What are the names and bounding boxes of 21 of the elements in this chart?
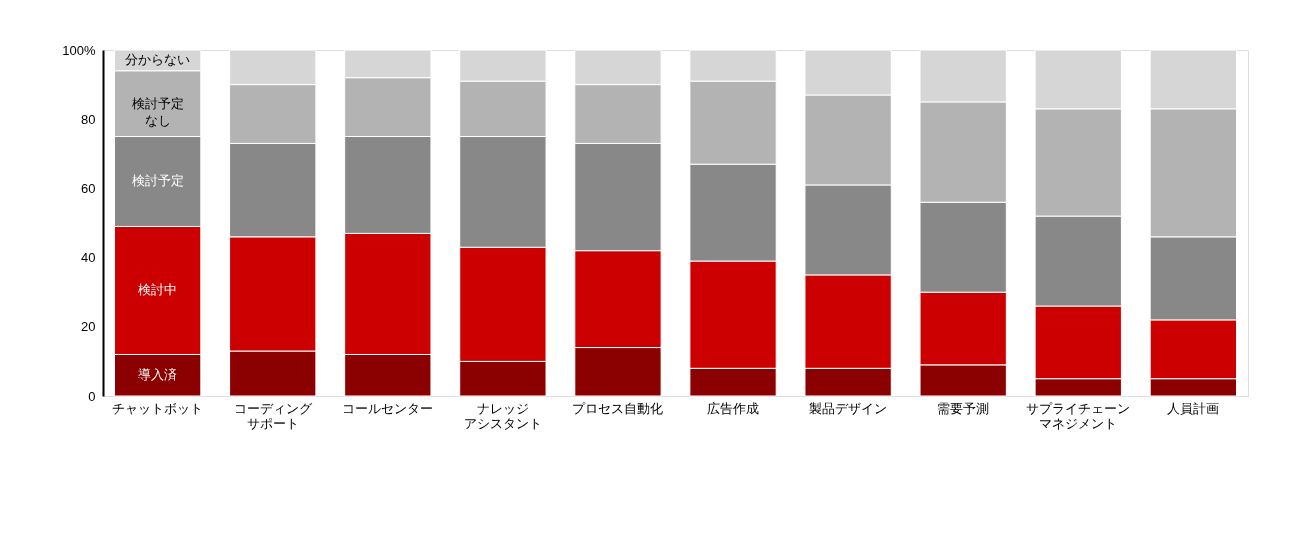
y-tick-label: 20: [81, 319, 96, 335]
x-tick-label: コーディングサポート: [233, 400, 313, 431]
x-tick-label: コールセンター: [342, 400, 434, 416]
x-tick-label: チャットボット: [112, 400, 204, 416]
series-label: 検討予定: [131, 173, 184, 189]
y-tick-label: 80: [81, 111, 96, 127]
y-tick-label: 100%: [62, 42, 96, 58]
x-tick-label: 広告作成: [707, 400, 760, 416]
series-label: 検討中: [138, 282, 178, 298]
x-tick-label: プロセス自動化: [572, 400, 664, 416]
x-tick-label: 人員計画: [1167, 400, 1220, 416]
x-tick-label: ナレッジアシスタント: [463, 400, 542, 431]
y-tick-label: 60: [81, 180, 96, 196]
y-tick-label: 40: [81, 250, 96, 266]
x-tick-label: サプライチェーンマネジメント: [1026, 400, 1131, 431]
series-label: 導入済: [138, 367, 178, 383]
series-label: 分からない: [125, 52, 191, 68]
series-label: 検討予定なし: [131, 95, 184, 128]
x-tick-label: 需要予測: [937, 400, 990, 416]
y-tick-label: 0: [88, 388, 96, 404]
x-tick-label: 製品デザイン: [809, 400, 888, 416]
